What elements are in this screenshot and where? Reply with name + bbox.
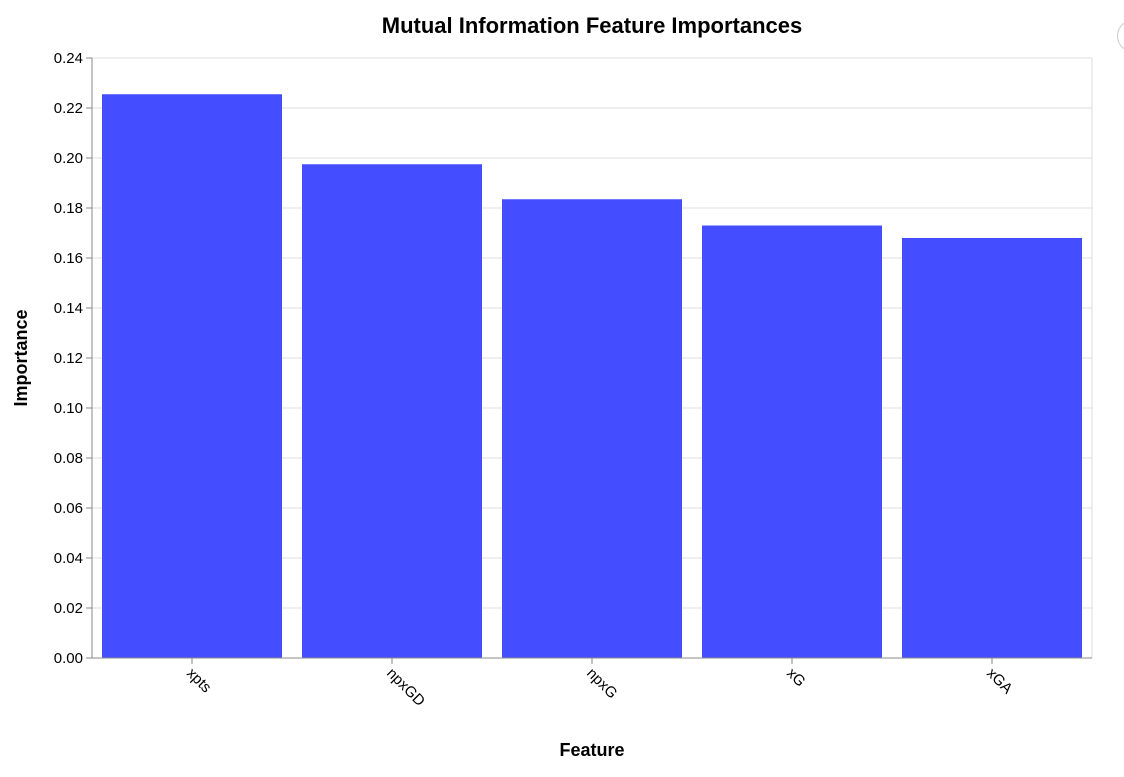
bar-npxGD[interactable] [302,164,482,658]
x-axis-title: Feature [559,740,624,760]
y-axis-title: Importance [11,309,31,406]
y-axis-ticks: 0.00 0.02 0.04 0.06 0.08 0.10 0.12 0.14 0.16 0.18… [54,50,92,667]
chart-title: Mutual Information Feature Importances [382,13,803,38]
x-axis-ticks: xpts npxGD npxG xG xGA [183,658,1016,710]
y-tick-label: 0.06 [54,500,83,517]
y-tick-label: 0.10 [54,400,83,417]
bar-xG[interactable] [702,225,882,659]
y-tick-label: 0.16 [54,250,83,267]
bars [102,94,1082,658]
x-tick-label: xG [783,665,809,691]
y-tick-label: 0.24 [54,50,83,67]
y-tick-label: 0.14 [54,300,83,317]
y-tick-label: 0.12 [54,350,83,367]
bar-npxG[interactable] [502,199,682,658]
y-tick-label: 0.18 [54,200,83,217]
y-tick-label: 0.00 [54,650,83,667]
y-tick-label: 0.20 [54,150,83,167]
y-tick-label: 0.08 [54,450,83,467]
y-tick-label: 0.04 [54,550,83,567]
x-tick-label: xpts [183,665,214,696]
x-tick-label: npxG [583,665,620,702]
x-tick-label: xGA [983,665,1016,698]
x-tick-label: npxGD [383,665,428,710]
bar-xpts[interactable] [102,94,282,658]
bar-xGA[interactable] [902,238,1082,658]
y-tick-label: 0.22 [54,100,83,117]
y-tick-label: 0.02 [54,600,83,617]
